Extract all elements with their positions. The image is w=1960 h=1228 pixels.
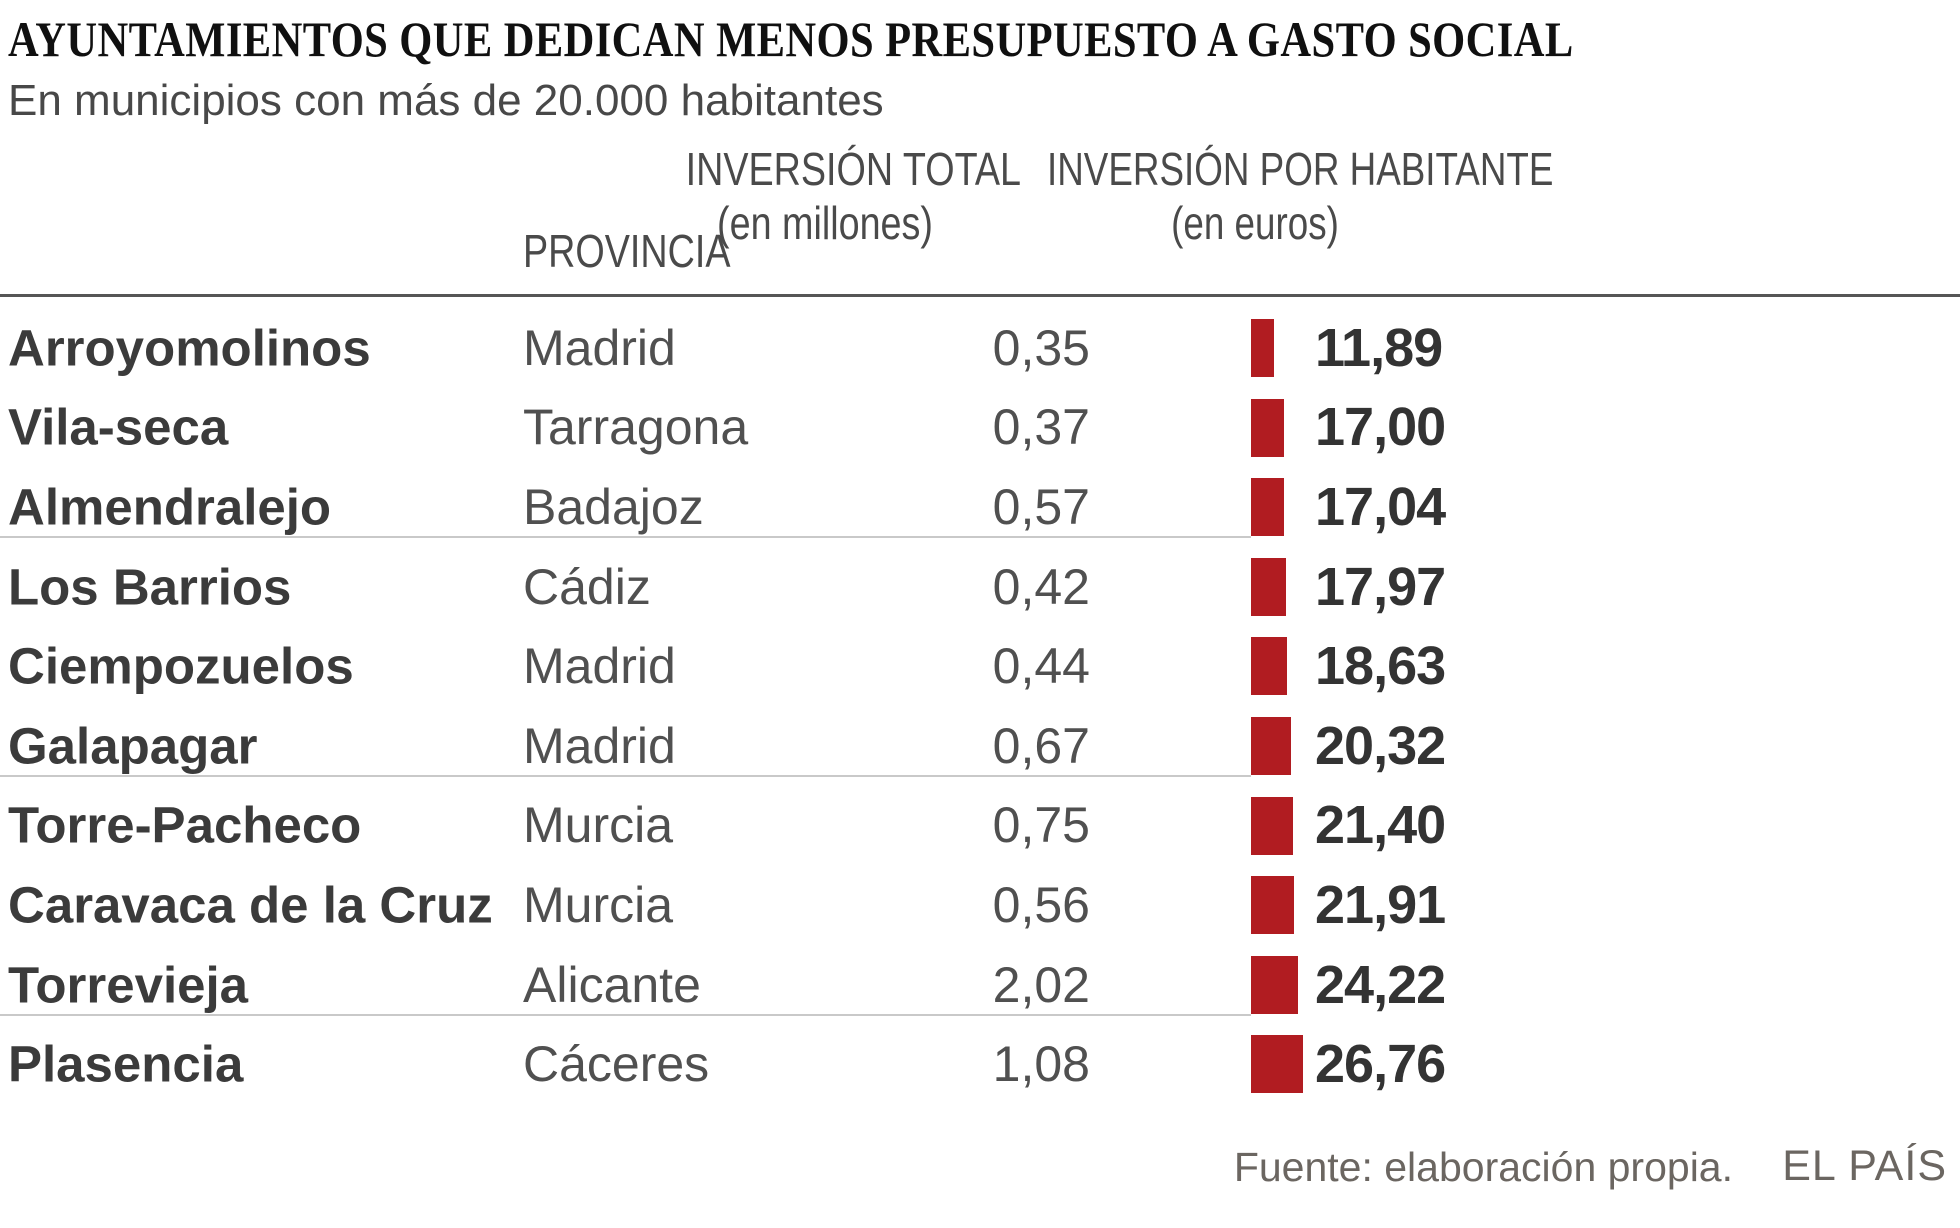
source-credit: Fuente: elaboración propia. <box>1233 1144 1733 1190</box>
table-row: Almendralejo Badajoz 0,57 17,04 <box>0 467 1960 547</box>
province-label: Badajoz <box>523 478 704 535</box>
per-capita-value: 17,04 <box>1315 476 1446 537</box>
table-row: Vila-seca Tarragona 0,37 17,00 <box>0 388 1960 468</box>
per-capita-value: 17,00 <box>1315 397 1446 458</box>
total-investment-value: 0,35 <box>992 319 1090 376</box>
column-header-per-capita-line2: (en euros) <box>1171 197 1339 249</box>
table-row: Plasencia Cáceres 1,08 26,76 <box>0 1024 1960 1104</box>
table-row: Galapagar Madrid 0,67 20,32 <box>0 706 1960 786</box>
per-capita-value: 20,32 <box>1315 715 1446 776</box>
table-row: Arroyomolinos Madrid 0,35 11,89 <box>0 308 1960 388</box>
per-capita-bar <box>1251 796 1293 855</box>
group-divider <box>0 774 1251 777</box>
per-capita-value: 11,89 <box>1315 317 1443 378</box>
table-row: Los Barrios Cádiz 0,42 17,97 <box>0 547 1960 627</box>
column-header-total-investment: INVERSIÓN TOTAL (en millones) <box>685 142 1021 250</box>
column-header-per-capita: INVERSIÓN POR HABITANTE (en euros) <box>1047 142 1554 250</box>
per-capita-value: 21,91 <box>1315 874 1446 935</box>
province-label: Madrid <box>523 638 676 695</box>
municipality-label: Galapagar <box>8 717 258 775</box>
per-capita-value: 17,97 <box>1315 556 1446 617</box>
province-label: Madrid <box>523 717 676 774</box>
per-capita-bar <box>1251 319 1274 377</box>
province-label: Tarragona <box>523 399 749 456</box>
municipality-label: Torrevieja <box>8 956 249 1014</box>
total-investment-value: 1,08 <box>992 1036 1090 1093</box>
column-header-total-line1: INVERSIÓN TOTAL <box>685 143 1021 195</box>
municipality-label: Ciempozuelos <box>8 637 354 695</box>
per-capita-bar <box>1251 876 1294 935</box>
per-capita-bar <box>1251 716 1291 775</box>
province-label: Cádiz <box>523 558 651 615</box>
per-capita-bar <box>1251 398 1284 457</box>
municipality-label: Almendralejo <box>8 478 332 536</box>
table-row: Ciempozuelos Madrid 0,44 18,63 <box>0 626 1960 706</box>
per-capita-bar <box>1251 637 1287 696</box>
per-capita-bar <box>1251 1035 1303 1094</box>
total-investment-value: 0,57 <box>992 478 1090 535</box>
total-investment-value: 0,75 <box>992 797 1090 854</box>
per-capita-bar <box>1251 478 1284 537</box>
chart-subtitle: En municipios con más de 20.000 habitant… <box>8 76 884 125</box>
column-header-provincia: PROVINCIA <box>523 225 731 277</box>
municipality-label: Vila-seca <box>8 398 229 456</box>
per-capita-value: 26,76 <box>1315 1034 1446 1095</box>
total-investment-value: 0,67 <box>992 717 1090 774</box>
column-header-per-capita-line1: INVERSIÓN POR HABITANTE <box>1047 143 1554 195</box>
per-capita-value: 24,22 <box>1315 954 1446 1015</box>
per-capita-bar <box>1251 955 1298 1014</box>
per-capita-bar <box>1251 557 1286 616</box>
municipality-label: Caravaca de la Cruz <box>8 876 493 934</box>
per-capita-value: 18,63 <box>1315 636 1446 697</box>
total-investment-value: 0,44 <box>992 638 1090 695</box>
municipality-label: Los Barrios <box>8 558 292 616</box>
province-label: Madrid <box>523 319 676 376</box>
total-investment-value: 0,37 <box>992 399 1090 456</box>
column-header-total-line2: (en millones) <box>717 197 933 249</box>
table-row: Torrevieja Alicante 2,02 24,22 <box>0 945 1960 1025</box>
province-label: Murcia <box>523 876 674 933</box>
group-divider <box>0 536 1251 539</box>
total-investment-value: 0,42 <box>992 558 1090 615</box>
municipality-label: Arroyomolinos <box>8 319 371 377</box>
table-row: Caravaca de la Cruz Murcia 0,56 21,91 <box>0 865 1960 945</box>
chart-title: AYUNTAMIENTOS QUE DEDICAN MENOS PRESUPUE… <box>8 11 1574 67</box>
municipality-label: Plasencia <box>8 1035 244 1093</box>
province-label: Alicante <box>523 956 701 1013</box>
per-capita-value: 21,40 <box>1315 795 1446 856</box>
header-rule <box>0 294 1960 297</box>
total-investment-value: 0,56 <box>992 876 1090 933</box>
municipality-label: Torre-Pacheco <box>8 796 362 854</box>
brand-credit: EL PAÍS <box>1782 1142 1947 1190</box>
province-label: Cáceres <box>523 1036 710 1093</box>
table-body: Arroyomolinos Madrid 0,35 11,89 Vila-sec… <box>0 308 1960 1104</box>
group-divider <box>0 1013 1251 1016</box>
total-investment-value: 2,02 <box>992 956 1090 1013</box>
province-label: Murcia <box>523 797 674 854</box>
table-row: Torre-Pacheco Murcia 0,75 21,40 <box>0 786 1960 866</box>
